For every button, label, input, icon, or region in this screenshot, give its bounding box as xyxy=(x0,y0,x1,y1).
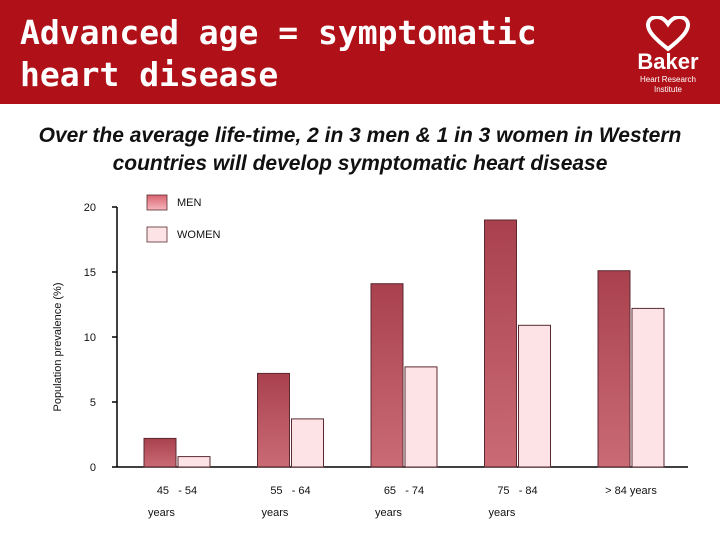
logo-name: Baker xyxy=(637,49,699,74)
legend-swatch-women xyxy=(146,226,168,243)
legend-label-women: WOMEN xyxy=(177,229,220,241)
bar-men xyxy=(257,372,290,468)
bar-women xyxy=(631,307,665,468)
y-tick-label: 5 xyxy=(90,397,96,409)
x-tick-label: years xyxy=(148,507,175,519)
chart-title: Over the average life-time, 2 in 3 men &… xyxy=(38,124,682,175)
legend-swatch-men xyxy=(146,194,168,211)
x-tick-label: years xyxy=(489,507,516,519)
bar-men xyxy=(597,270,631,468)
slide-title: Advanced age = symptomatic heart disease xyxy=(20,13,537,94)
heart-icon xyxy=(645,14,691,52)
bar-men xyxy=(484,219,517,468)
x-tick-label: years xyxy=(262,507,289,519)
x-tick-label: 75 - 84 xyxy=(497,485,537,497)
x-tick-label: 65 - 74 xyxy=(384,485,424,497)
bar-women xyxy=(518,324,551,468)
x-tick-label: 55 - 64 xyxy=(270,485,310,497)
x-tick-label: > 84 years xyxy=(605,485,657,497)
bar-women xyxy=(404,366,438,468)
legend-label-men: MEN xyxy=(177,197,202,209)
logo-tagline: Heart Research Institute xyxy=(639,75,697,94)
bar-men xyxy=(370,283,404,468)
bar-men xyxy=(143,437,177,468)
bar-women xyxy=(177,456,211,468)
y-tick-label: 20 xyxy=(84,202,96,214)
y-axis-label: Population prevalence (%) xyxy=(52,282,64,411)
x-tick-label: 45 - 54 xyxy=(157,485,197,497)
header-banner: Advanced age = symptomatic heart disease… xyxy=(0,0,720,104)
y-tick-label: 0 xyxy=(90,462,96,474)
y-tick-label: 10 xyxy=(84,332,96,344)
baker-logo: Baker Heart Research Institute xyxy=(626,14,710,96)
x-tick-label: years xyxy=(375,507,402,519)
y-tick-label: 15 xyxy=(84,267,96,279)
bar-women xyxy=(291,418,324,468)
